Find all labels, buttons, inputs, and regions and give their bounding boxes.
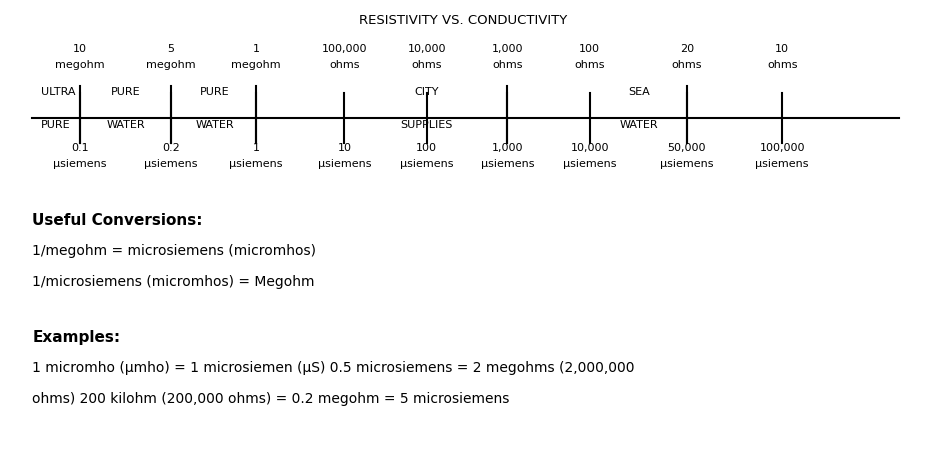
Text: 1: 1 xyxy=(252,143,260,153)
Text: SEA: SEA xyxy=(629,87,650,97)
Text: ohms: ohms xyxy=(412,60,442,70)
Text: 20: 20 xyxy=(679,44,694,54)
Text: 5: 5 xyxy=(168,44,174,54)
Text: 1,000: 1,000 xyxy=(491,44,523,54)
Text: 1/microsiemens (micromhos) = Megohm: 1/microsiemens (micromhos) = Megohm xyxy=(32,275,315,289)
Text: μsiemens: μsiemens xyxy=(318,159,371,169)
Text: 0.2: 0.2 xyxy=(162,143,180,153)
Text: 10: 10 xyxy=(337,143,351,153)
Text: ohms) 200 kilohm (200,000 ohms) = 0.2 megohm = 5 microsiemens: ohms) 200 kilohm (200,000 ohms) = 0.2 me… xyxy=(32,391,510,405)
Text: 100,000: 100,000 xyxy=(759,143,805,153)
Text: 100,000: 100,000 xyxy=(322,44,367,54)
Text: SUPPLIES: SUPPLIES xyxy=(400,120,453,130)
Text: 10,000: 10,000 xyxy=(570,143,609,153)
Text: PURE: PURE xyxy=(111,87,141,97)
Text: PURE: PURE xyxy=(41,120,70,130)
Text: μsiemens: μsiemens xyxy=(481,159,534,169)
Text: WATER: WATER xyxy=(620,120,658,130)
Text: megohm: megohm xyxy=(146,60,196,70)
Text: 100: 100 xyxy=(416,143,438,153)
Text: ohms: ohms xyxy=(492,60,523,70)
Text: μsiemens: μsiemens xyxy=(660,159,714,169)
Text: Examples:: Examples: xyxy=(32,330,121,345)
Text: RESISTIVITY VS. CONDUCTIVITY: RESISTIVITY VS. CONDUCTIVITY xyxy=(360,14,567,27)
Text: WATER: WATER xyxy=(107,120,146,130)
Text: 10,000: 10,000 xyxy=(408,44,446,54)
Text: WATER: WATER xyxy=(196,120,234,130)
Text: μsiemens: μsiemens xyxy=(756,159,809,169)
Text: 100: 100 xyxy=(579,44,601,54)
Text: μsiemens: μsiemens xyxy=(563,159,616,169)
Text: 1,000: 1,000 xyxy=(491,143,523,153)
Text: CITY: CITY xyxy=(414,87,439,97)
Text: 1 micromho (μmho) = 1 microsiemen (μS) 0.5 microsiemens = 2 megohms (2,000,000: 1 micromho (μmho) = 1 microsiemen (μS) 0… xyxy=(32,361,635,375)
Text: μsiemens: μsiemens xyxy=(54,159,107,169)
Text: 1: 1 xyxy=(252,44,260,54)
Text: ohms: ohms xyxy=(575,60,605,70)
Text: megohm: megohm xyxy=(56,60,105,70)
Text: 10: 10 xyxy=(775,44,789,54)
Text: μsiemens: μsiemens xyxy=(229,159,283,169)
Text: ohms: ohms xyxy=(671,60,702,70)
Text: ohms: ohms xyxy=(767,60,797,70)
Text: 0.1: 0.1 xyxy=(71,143,89,153)
Text: 10: 10 xyxy=(73,44,87,54)
Text: μsiemens: μsiemens xyxy=(400,159,453,169)
Text: megohm: megohm xyxy=(231,60,281,70)
Text: PURE: PURE xyxy=(199,87,229,97)
Text: ohms: ohms xyxy=(329,60,360,70)
Text: μsiemens: μsiemens xyxy=(145,159,197,169)
Text: ULTRA: ULTRA xyxy=(41,87,76,97)
Text: Useful Conversions:: Useful Conversions: xyxy=(32,213,203,228)
Text: 50,000: 50,000 xyxy=(667,143,706,153)
Text: 1/megohm = microsiemens (micromhos): 1/megohm = microsiemens (micromhos) xyxy=(32,244,316,258)
